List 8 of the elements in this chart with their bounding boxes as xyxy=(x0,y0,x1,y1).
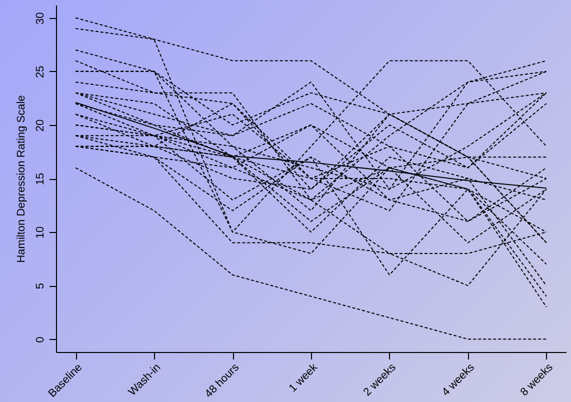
y-axis-title: Hamilton Depression Rating Scale xyxy=(16,95,28,263)
y-tick-label: 25 xyxy=(34,66,46,78)
y-tick-label: 0 xyxy=(34,336,46,343)
y-tick-label: 5 xyxy=(34,283,46,290)
y-tick-label: 20 xyxy=(34,119,46,132)
y-tick-label: 10 xyxy=(34,226,46,239)
y-tick-label: 15 xyxy=(34,172,46,186)
y-tick-label: 30 xyxy=(34,12,46,24)
